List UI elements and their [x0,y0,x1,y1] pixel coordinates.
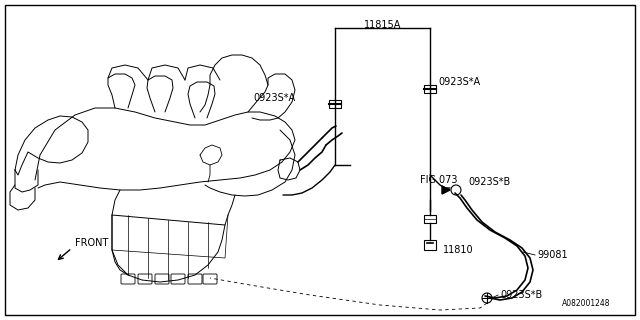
Text: 11810: 11810 [443,245,474,255]
Bar [329,100,341,108]
Circle shape [482,293,492,303]
Text: 0923S*A: 0923S*A [253,93,295,103]
Text: 99081: 99081 [537,250,568,260]
Text: FRONT: FRONT [75,238,108,248]
Bar [424,85,436,93]
Bar [424,215,436,223]
Text: 11815A: 11815A [364,20,402,30]
Text: 0923S*A: 0923S*A [438,77,480,87]
Text: 0923S*B: 0923S*B [468,177,510,187]
Circle shape [451,185,461,195]
Bar [424,240,436,250]
Text: A082001248: A082001248 [561,299,610,308]
Text: FIG.073: FIG.073 [420,175,458,185]
Text: 0923S*B: 0923S*B [500,290,542,300]
Polygon shape [442,186,450,194]
